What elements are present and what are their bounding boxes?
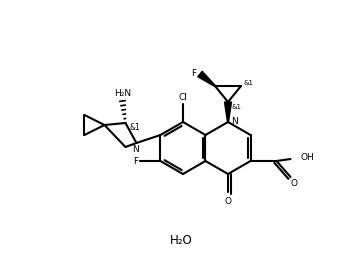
- Text: N: N: [132, 146, 139, 154]
- Text: &1: &1: [129, 122, 140, 131]
- Text: H₂N: H₂N: [114, 89, 131, 98]
- Text: H₂O: H₂O: [170, 234, 192, 247]
- Text: O: O: [290, 179, 297, 189]
- Polygon shape: [225, 102, 231, 122]
- Text: Cl: Cl: [179, 92, 187, 102]
- Polygon shape: [198, 71, 215, 86]
- Text: OH: OH: [300, 153, 314, 162]
- Text: &1: &1: [231, 104, 241, 110]
- Text: O: O: [225, 196, 231, 205]
- Text: &1: &1: [244, 80, 254, 86]
- Text: N: N: [232, 118, 238, 127]
- Text: F: F: [191, 69, 196, 78]
- Text: F: F: [133, 156, 138, 166]
